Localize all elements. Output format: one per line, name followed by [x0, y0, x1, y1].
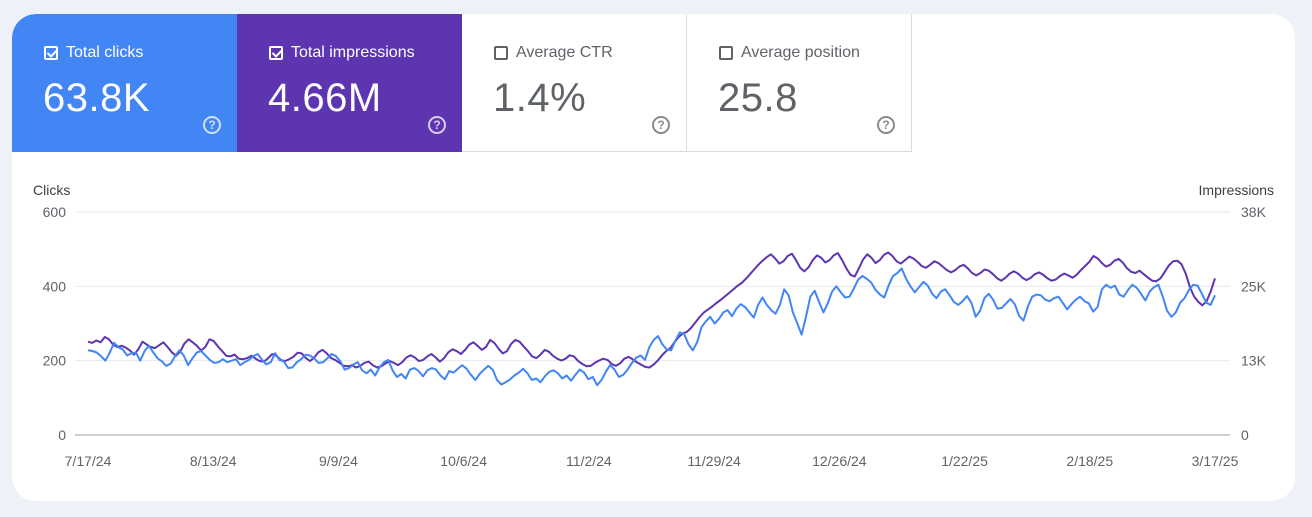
y2-tick-label: 13K — [1241, 353, 1267, 369]
metric-value: 25.8 — [718, 76, 798, 120]
y-tick-label: 600 — [43, 204, 67, 220]
series-line-impressions — [87, 251, 1216, 369]
metric-tabs: Total clicks 63.8K ? Total impressions 4… — [12, 14, 912, 152]
x-tick-label: 2/18/25 — [1066, 453, 1113, 469]
metric-label: Average position — [741, 44, 860, 61]
x-tick-label: 3/17/25 — [1192, 453, 1239, 469]
checkbox-checked-icon[interactable] — [44, 46, 58, 60]
y-axis-title-impressions: Impressions — [1198, 182, 1274, 198]
x-tick-label: 1/22/25 — [941, 453, 988, 469]
checkbox-unchecked-icon[interactable] — [494, 46, 508, 60]
x-tick-label: 9/9/24 — [319, 453, 358, 469]
checkbox-unchecked-icon[interactable] — [719, 46, 733, 60]
metric-value: 63.8K — [43, 76, 151, 120]
y-tick-label: 0 — [58, 427, 66, 443]
x-tick-label: 7/17/24 — [65, 453, 112, 469]
performance-card: Total clicks 63.8K ? Total impressions 4… — [12, 14, 1295, 501]
metric-label: Total impressions — [291, 44, 415, 61]
x-tick-label: 8/13/24 — [190, 453, 237, 469]
metric-value: 1.4% — [493, 76, 587, 120]
y-tick-label: 200 — [43, 353, 67, 369]
y-tick-label: 400 — [43, 278, 67, 294]
help-circle-icon[interactable]: ? — [203, 116, 221, 134]
checkbox-checked-icon[interactable] — [269, 46, 283, 60]
help-circle-icon[interactable]: ? — [428, 116, 446, 134]
x-tick-label: 11/29/24 — [687, 453, 741, 469]
metric-value: 4.66M — [268, 76, 382, 120]
metric-tab-average-position[interactable]: Average position 25.8 ? — [687, 14, 912, 152]
y2-tick-label: 38K — [1241, 204, 1267, 220]
y-axis-title-clicks: Clicks — [33, 182, 71, 198]
help-circle-icon[interactable]: ? — [877, 116, 895, 134]
metric-tab-total-clicks[interactable]: Total clicks 63.8K ? — [12, 14, 237, 152]
help-circle-icon[interactable]: ? — [652, 116, 670, 134]
metric-tab-average-ctr[interactable]: Average CTR 1.4% ? — [462, 14, 687, 152]
y2-tick-label: 25K — [1241, 278, 1267, 294]
series-line-clicks — [87, 267, 1216, 387]
y2-tick-label: 0 — [1241, 427, 1249, 443]
x-tick-label: 10/6/24 — [440, 453, 487, 469]
performance-chart: 0 0 200 13K 400 25K 600 38K 7/17/24 8/13/24 9/9/24… — [43, 204, 1267, 469]
metric-label: Total clicks — [66, 44, 144, 61]
x-tick-label: 11/2/24 — [566, 453, 612, 469]
metric-tab-total-impressions[interactable]: Total impressions 4.66M ? — [237, 14, 462, 152]
x-tick-label: 12/26/24 — [812, 453, 867, 469]
metric-label: Average CTR — [516, 44, 613, 61]
